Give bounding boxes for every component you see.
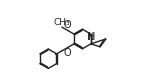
Text: CH₃: CH₃ (54, 18, 70, 27)
Text: N: N (87, 32, 94, 42)
Text: H: H (88, 32, 95, 42)
Text: O: O (64, 20, 71, 30)
Text: O: O (64, 48, 71, 58)
